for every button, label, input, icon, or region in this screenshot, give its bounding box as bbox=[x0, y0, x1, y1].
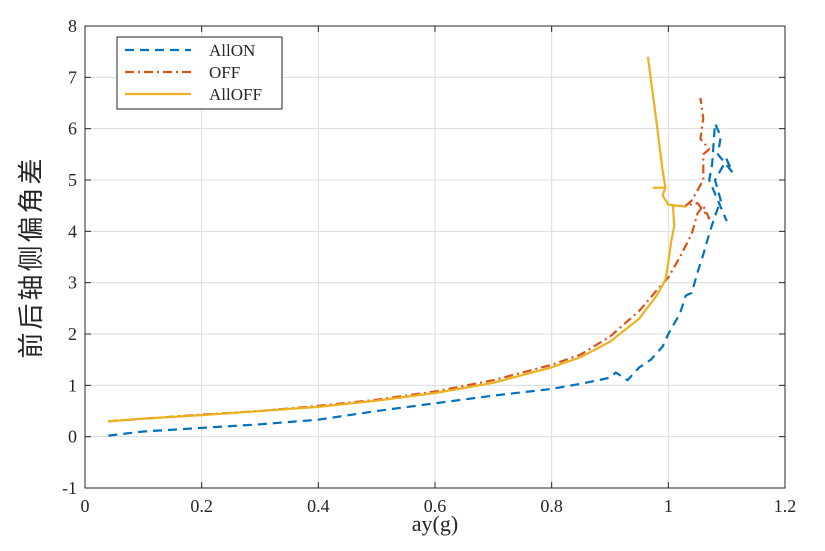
series-line-alloff bbox=[108, 56, 687, 423]
series-lines bbox=[108, 56, 734, 437]
y-tick-label: 3 bbox=[68, 273, 77, 293]
y-tick-label: 6 bbox=[68, 119, 77, 139]
x-tick-label: 0 bbox=[81, 496, 90, 516]
y-tick-label: 5 bbox=[68, 170, 77, 190]
x-tick-label: 0.2 bbox=[190, 496, 213, 516]
y-tick-label: 8 bbox=[68, 16, 77, 36]
x-axis-label: ay(g) bbox=[412, 511, 458, 536]
legend-label-alloff: AllOFF bbox=[209, 85, 262, 104]
y-axis-label: 前后轴侧偏角差 bbox=[17, 155, 46, 358]
y-tick-label: 0 bbox=[68, 427, 77, 447]
x-tick-label: 0.6 bbox=[424, 496, 447, 516]
y-tick-label: 4 bbox=[68, 221, 77, 241]
legend-label-off: OFF bbox=[209, 63, 240, 82]
x-tick-label: 1.2 bbox=[774, 496, 797, 516]
y-tick-label: 7 bbox=[68, 67, 77, 87]
legend: AllON OFF AllOFF bbox=[116, 36, 283, 110]
series-line-allon bbox=[108, 122, 734, 437]
x-tick-label: 1 bbox=[664, 496, 673, 516]
series-line-off bbox=[108, 97, 711, 423]
y-tick-label: 1 bbox=[68, 375, 77, 395]
x-tick-label: 0.4 bbox=[307, 496, 330, 516]
legend-label-allon: AllON bbox=[209, 41, 255, 60]
y-tick-label: -1 bbox=[62, 478, 77, 498]
x-tick-label: 0.8 bbox=[540, 496, 563, 516]
y-tick-label: 2 bbox=[68, 324, 77, 344]
